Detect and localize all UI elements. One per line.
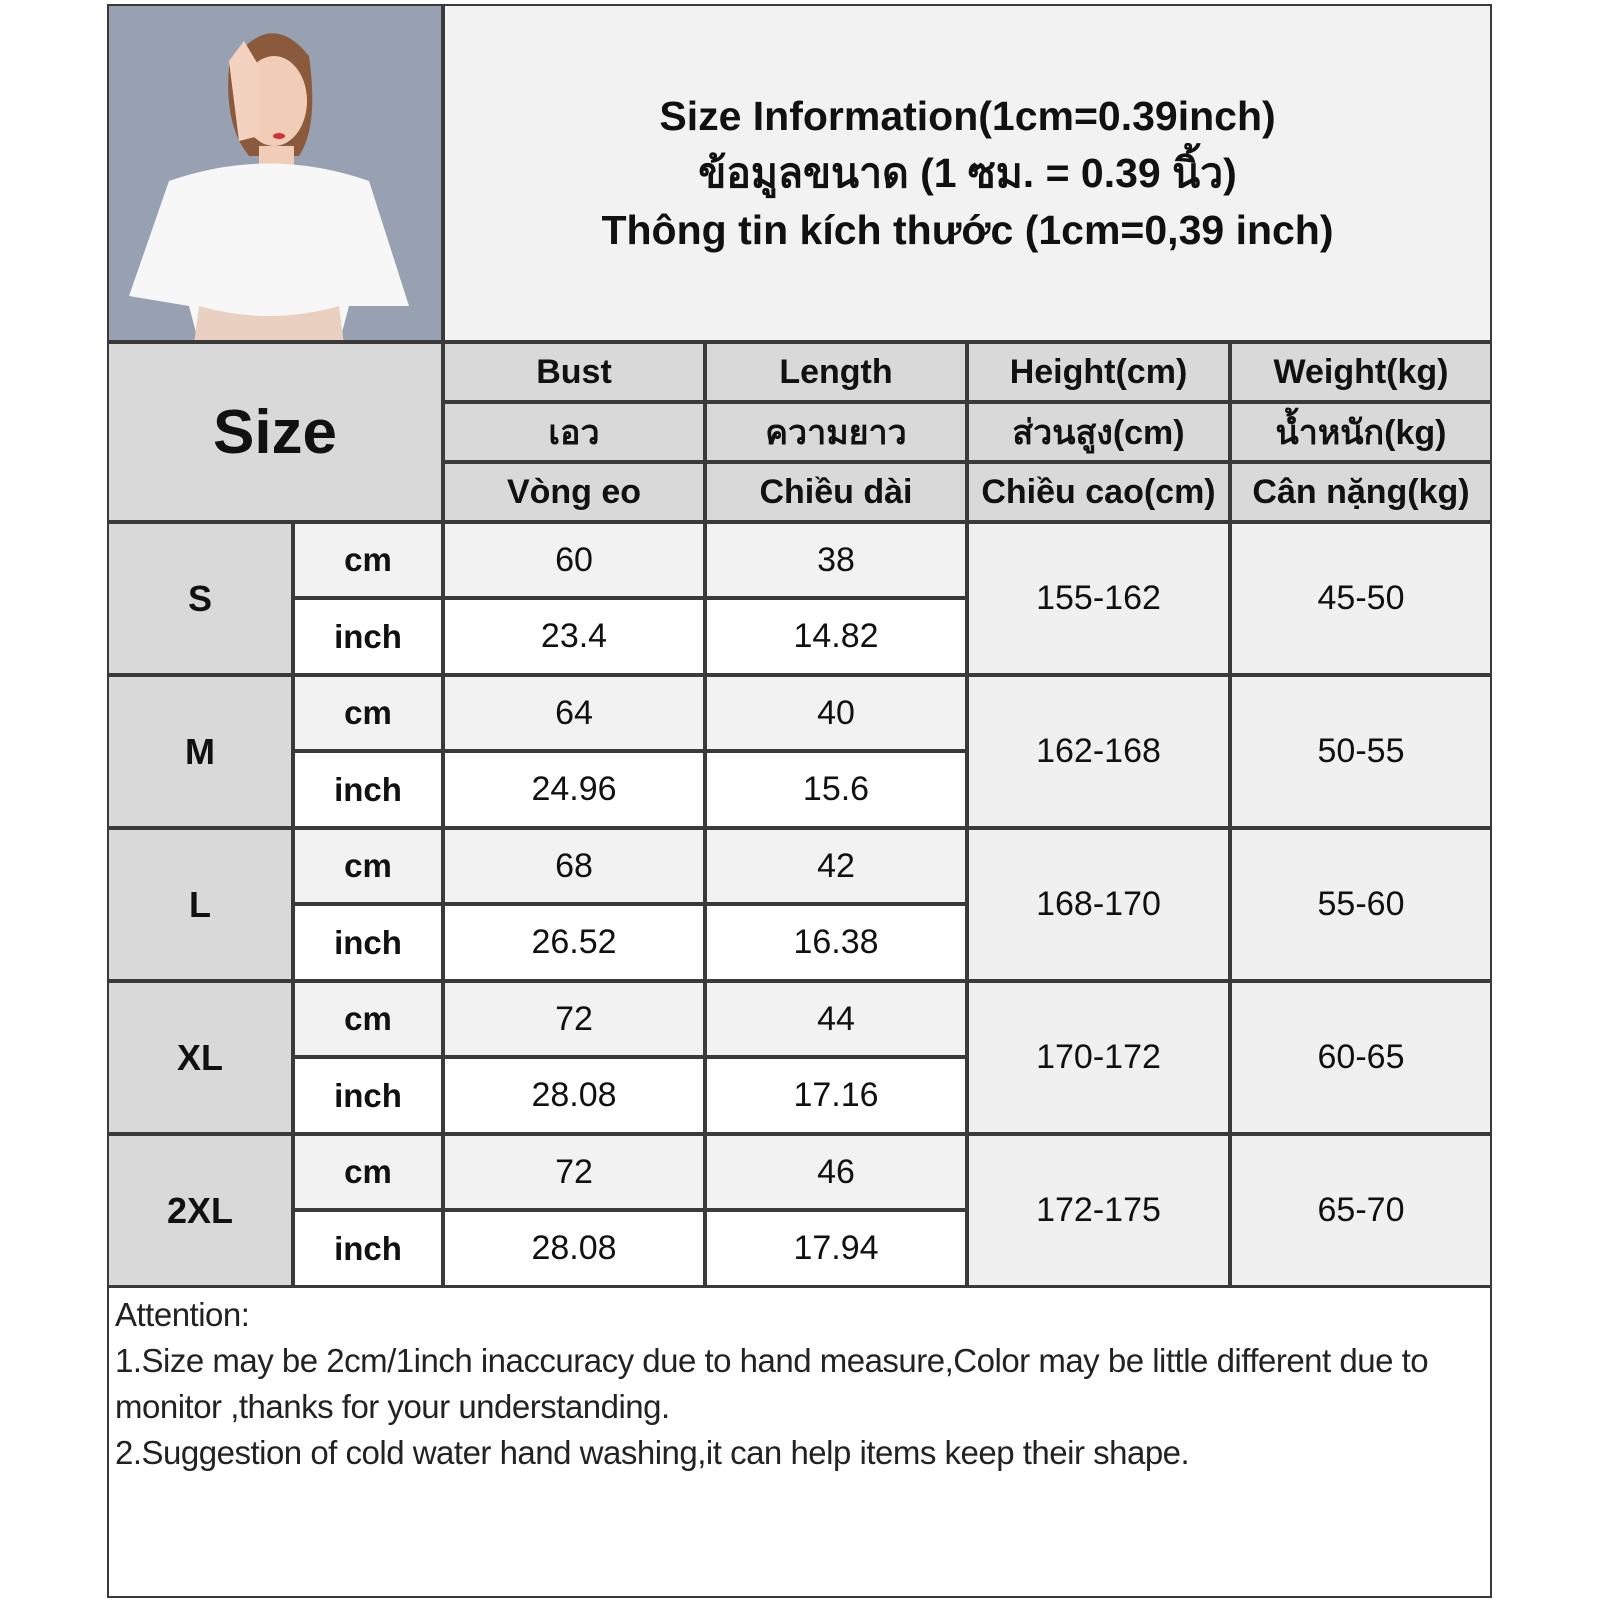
bust-cm-value: 68 (443, 828, 705, 904)
column-header-vi: Vòng eo (443, 462, 705, 522)
height-range: 168-170 (967, 828, 1230, 981)
length-inch-value: 14.82 (705, 598, 967, 675)
length-cm-value: 40 (705, 675, 967, 751)
size-label: 2XL (107, 1134, 293, 1287)
size-header: Size (107, 342, 443, 522)
attention-notes: Attention: 1.Size may be 2cm/1inch inacc… (107, 1286, 1492, 1598)
bust-inch-value: 24.96 (443, 751, 705, 828)
notes-line-2: 2.Suggestion of cold water hand washing,… (115, 1434, 1190, 1471)
length-inch-value: 16.38 (705, 904, 967, 981)
size-label: S (107, 522, 293, 675)
unit-inch-label: inch (293, 598, 443, 675)
notes-heading: Attention: (115, 1296, 250, 1333)
length-cm-value: 38 (705, 522, 967, 598)
column-header-vi: Cân nặng(kg) (1230, 462, 1492, 522)
bust-inch-value: 26.52 (443, 904, 705, 981)
weight-range: 60-65 (1230, 981, 1492, 1134)
bust-inch-value: 23.4 (443, 598, 705, 675)
length-inch-value: 15.6 (705, 751, 967, 828)
notes-line-1: 1.Size may be 2cm/1inch inaccuracy due t… (115, 1342, 1429, 1425)
height-range: 172-175 (967, 1134, 1230, 1287)
length-inch-value: 17.94 (705, 1210, 967, 1287)
length-cm-value: 42 (705, 828, 967, 904)
column-header-vi: Chiều dài (705, 462, 967, 522)
length-cm-value: 46 (705, 1134, 967, 1210)
weight-range: 45-50 (1230, 522, 1492, 675)
column-header-th: ความยาว (705, 402, 967, 462)
unit-cm-label: cm (293, 675, 443, 751)
unit-inch-label: inch (293, 1057, 443, 1134)
unit-inch-label: inch (293, 1210, 443, 1287)
product-photo (107, 4, 443, 342)
bust-inch-value: 28.08 (443, 1210, 705, 1287)
column-header-th: เอว (443, 402, 705, 462)
bust-cm-value: 64 (443, 675, 705, 751)
weight-range: 55-60 (1230, 828, 1492, 981)
unit-cm-label: cm (293, 522, 443, 598)
weight-range: 65-70 (1230, 1134, 1492, 1287)
title-thai: ข้อมูลขนาด (1 ซม. = 0.39 นิ้ว) (698, 149, 1237, 196)
size-label: L (107, 828, 293, 981)
weight-range: 50-55 (1230, 675, 1492, 828)
unit-inch-label: inch (293, 751, 443, 828)
column-header-en: Weight(kg) (1230, 342, 1492, 402)
column-header-vi: Chiều cao(cm) (967, 462, 1230, 522)
height-range: 162-168 (967, 675, 1230, 828)
column-header-en: Length (705, 342, 967, 402)
unit-cm-label: cm (293, 828, 443, 904)
title-english: Size Information(1cm=0.39inch) (659, 92, 1276, 139)
size-label: XL (107, 981, 293, 1134)
unit-cm-label: cm (293, 1134, 443, 1210)
column-header-en: Height(cm) (967, 342, 1230, 402)
bust-inch-value: 28.08 (443, 1057, 705, 1134)
column-header-en: Bust (443, 342, 705, 402)
size-label: M (107, 675, 293, 828)
bust-cm-value: 60 (443, 522, 705, 598)
size-info-title: Size Information(1cm=0.39inch) ข้อมูลขนา… (443, 4, 1492, 342)
length-cm-value: 44 (705, 981, 967, 1057)
unit-inch-label: inch (293, 904, 443, 981)
unit-cm-label: cm (293, 981, 443, 1057)
title-vietnamese: Thông tin kích thước (1cm=0,39 inch) (601, 206, 1334, 253)
length-inch-value: 17.16 (705, 1057, 967, 1134)
bust-cm-value: 72 (443, 1134, 705, 1210)
column-header-th: น้ำหนัก(kg) (1230, 402, 1492, 462)
bust-cm-value: 72 (443, 981, 705, 1057)
height-range: 170-172 (967, 981, 1230, 1134)
column-header-th: ส่วนสูง(cm) (967, 402, 1230, 462)
height-range: 155-162 (967, 522, 1230, 675)
